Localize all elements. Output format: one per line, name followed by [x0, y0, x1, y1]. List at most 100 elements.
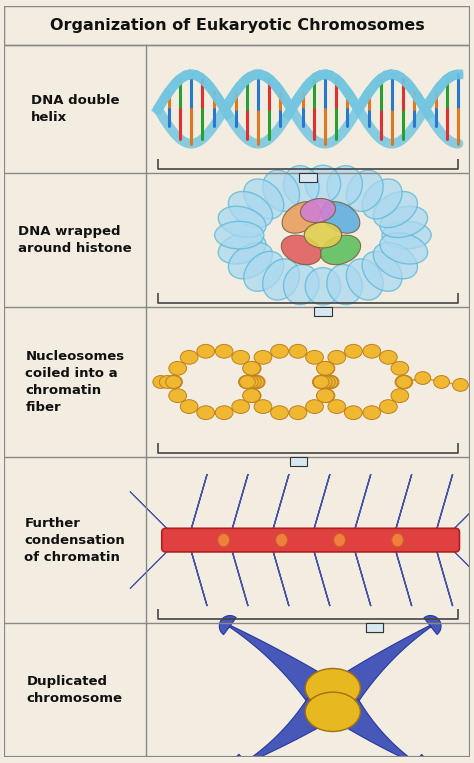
Text: Organization of Eukaryotic Chromosomes: Organization of Eukaryotic Chromosomes	[50, 18, 424, 33]
Ellipse shape	[215, 344, 233, 358]
Polygon shape	[436, 548, 453, 606]
Ellipse shape	[316, 375, 332, 388]
Polygon shape	[272, 548, 289, 606]
Ellipse shape	[306, 400, 323, 414]
Ellipse shape	[382, 221, 431, 249]
Bar	[365, 623, 383, 632]
Ellipse shape	[254, 400, 272, 414]
Ellipse shape	[317, 362, 334, 375]
Text: DNA double
helix: DNA double helix	[31, 94, 119, 124]
Ellipse shape	[289, 406, 307, 420]
Polygon shape	[332, 616, 441, 709]
Ellipse shape	[215, 221, 264, 249]
Ellipse shape	[228, 243, 273, 278]
Ellipse shape	[180, 400, 198, 414]
Text: Duplicated
chromosome: Duplicated chromosome	[27, 675, 123, 705]
Ellipse shape	[169, 388, 187, 403]
Ellipse shape	[305, 268, 341, 305]
Ellipse shape	[321, 375, 339, 389]
Ellipse shape	[453, 378, 468, 391]
Ellipse shape	[244, 179, 284, 219]
Polygon shape	[190, 474, 207, 533]
Polygon shape	[190, 548, 207, 606]
Ellipse shape	[317, 362, 335, 375]
Ellipse shape	[434, 375, 449, 388]
Ellipse shape	[248, 375, 264, 388]
Bar	[4, 6, 470, 45]
Ellipse shape	[244, 251, 284, 291]
Ellipse shape	[263, 170, 300, 211]
Ellipse shape	[317, 388, 334, 403]
Ellipse shape	[246, 375, 261, 388]
Ellipse shape	[305, 692, 360, 732]
Ellipse shape	[215, 406, 233, 420]
Ellipse shape	[254, 350, 272, 364]
Ellipse shape	[232, 350, 249, 364]
Ellipse shape	[243, 388, 261, 403]
Ellipse shape	[362, 179, 402, 219]
Text: DNA wrapped
around histone: DNA wrapped around histone	[18, 225, 132, 255]
Polygon shape	[231, 548, 248, 606]
Ellipse shape	[243, 362, 261, 375]
Ellipse shape	[415, 372, 431, 385]
Ellipse shape	[238, 375, 256, 389]
Ellipse shape	[317, 388, 335, 403]
Polygon shape	[130, 548, 171, 589]
Ellipse shape	[346, 259, 383, 300]
Text: Nucleosomes
coiled into a
chromatin
fiber: Nucleosomes coiled into a chromatin fibe…	[25, 350, 124, 414]
Ellipse shape	[239, 375, 255, 388]
Ellipse shape	[380, 400, 397, 414]
Polygon shape	[219, 616, 334, 710]
Ellipse shape	[319, 375, 335, 388]
FancyBboxPatch shape	[162, 528, 459, 552]
Ellipse shape	[327, 265, 362, 304]
Ellipse shape	[392, 533, 403, 547]
Polygon shape	[313, 474, 330, 533]
Ellipse shape	[197, 344, 215, 358]
Polygon shape	[451, 491, 474, 533]
Ellipse shape	[276, 533, 288, 547]
Polygon shape	[235, 691, 334, 763]
Ellipse shape	[271, 406, 288, 420]
Ellipse shape	[218, 233, 266, 264]
Polygon shape	[354, 474, 371, 533]
Polygon shape	[451, 548, 474, 589]
Ellipse shape	[328, 350, 346, 364]
Polygon shape	[130, 491, 171, 533]
Ellipse shape	[380, 233, 428, 264]
Ellipse shape	[271, 344, 288, 358]
Ellipse shape	[243, 388, 260, 403]
Ellipse shape	[232, 400, 249, 414]
Ellipse shape	[243, 375, 258, 388]
Ellipse shape	[305, 668, 360, 708]
Ellipse shape	[283, 265, 319, 304]
Bar	[314, 307, 332, 316]
Ellipse shape	[306, 350, 323, 364]
Ellipse shape	[289, 344, 307, 358]
Ellipse shape	[180, 350, 198, 364]
Polygon shape	[354, 548, 371, 606]
Ellipse shape	[396, 375, 412, 388]
Ellipse shape	[374, 243, 418, 278]
Ellipse shape	[362, 251, 402, 291]
Ellipse shape	[327, 166, 362, 206]
Ellipse shape	[247, 375, 265, 389]
Ellipse shape	[218, 206, 266, 237]
Ellipse shape	[159, 375, 175, 388]
Ellipse shape	[197, 406, 215, 420]
Polygon shape	[331, 691, 426, 763]
Ellipse shape	[346, 170, 383, 211]
Ellipse shape	[281, 235, 321, 265]
Ellipse shape	[374, 192, 418, 227]
Ellipse shape	[322, 375, 338, 388]
Ellipse shape	[320, 235, 361, 265]
Polygon shape	[272, 474, 289, 533]
Ellipse shape	[321, 201, 360, 233]
Ellipse shape	[345, 406, 362, 420]
Bar	[290, 457, 308, 466]
Ellipse shape	[169, 362, 187, 375]
Ellipse shape	[363, 344, 381, 358]
Ellipse shape	[301, 198, 336, 223]
Ellipse shape	[380, 206, 428, 237]
Ellipse shape	[391, 388, 409, 403]
